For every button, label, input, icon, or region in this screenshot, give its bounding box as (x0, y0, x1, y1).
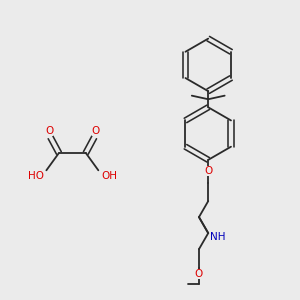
Text: O: O (204, 166, 212, 176)
Text: O: O (92, 126, 100, 136)
Text: O: O (45, 126, 53, 136)
Text: NH: NH (210, 232, 225, 242)
Text: HO: HO (28, 171, 44, 181)
Text: O: O (195, 269, 203, 279)
Text: H: H (103, 171, 111, 181)
Text: OH: OH (101, 171, 117, 181)
